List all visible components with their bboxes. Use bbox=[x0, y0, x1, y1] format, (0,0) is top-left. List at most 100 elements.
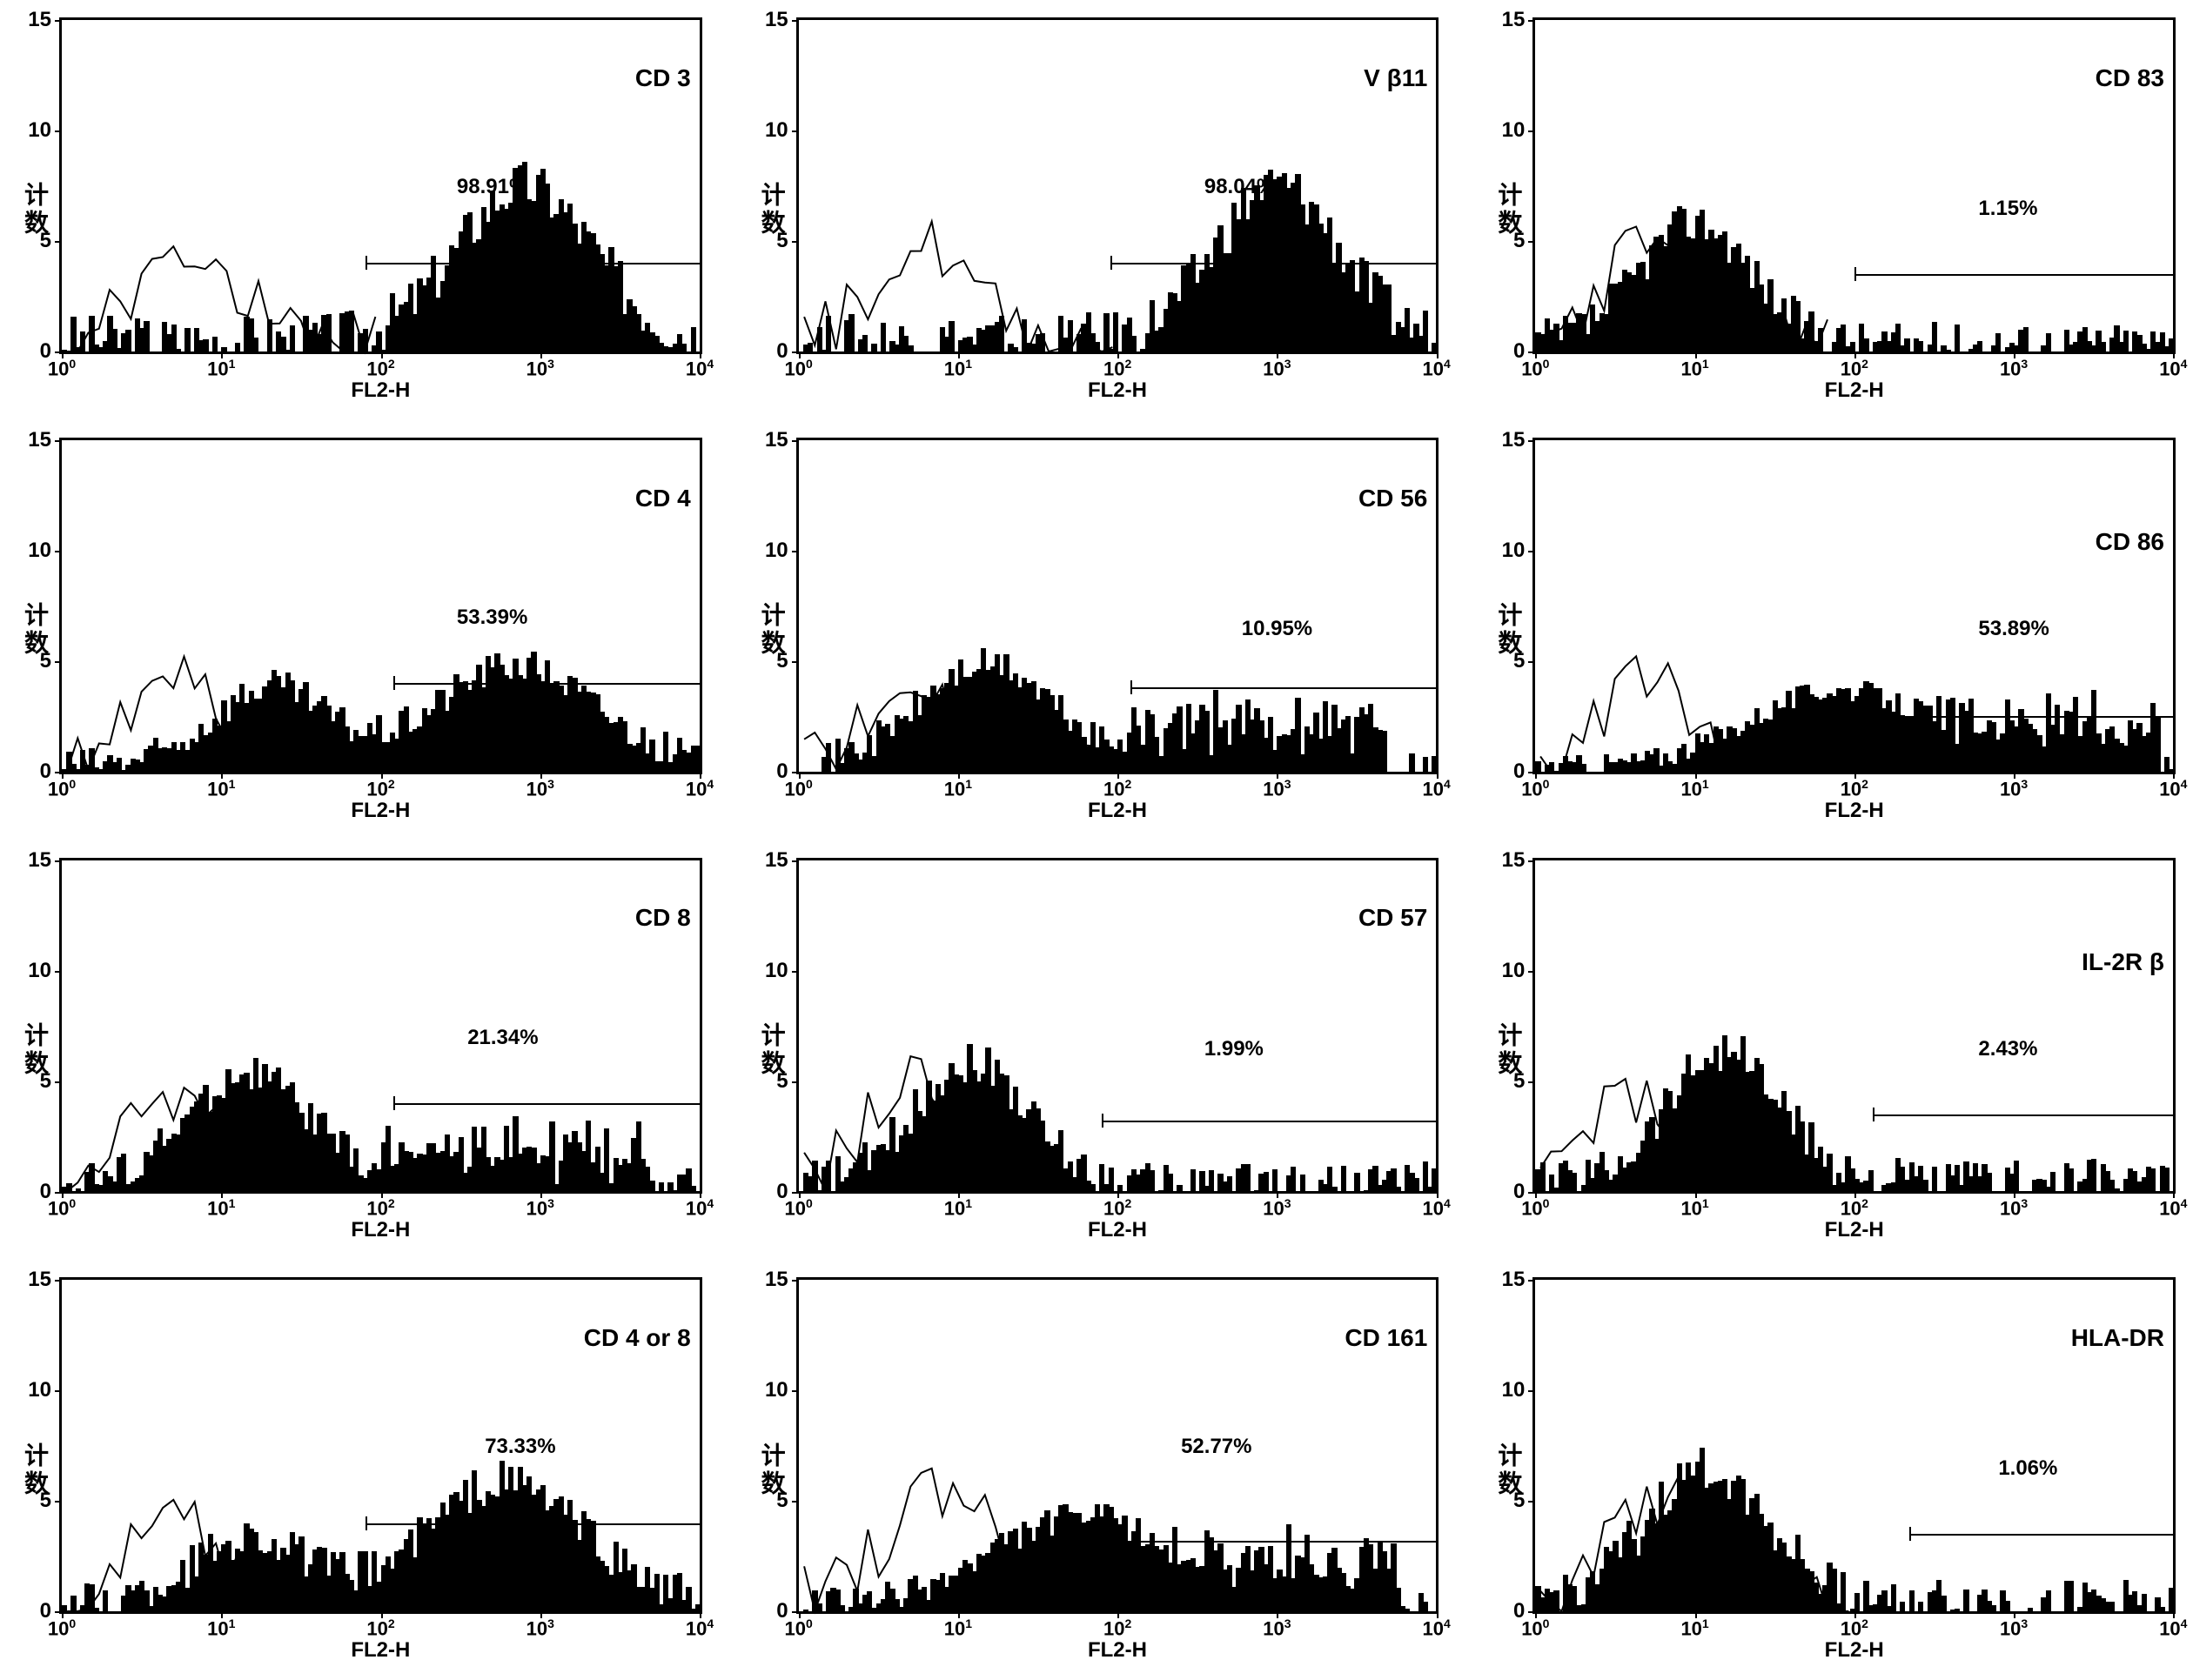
gate-marker-tick bbox=[1054, 1534, 1056, 1548]
x-tick-label: 104 bbox=[1423, 1196, 1451, 1220]
plot-area: 051015100101102103104CD 821.34% bbox=[59, 858, 702, 1195]
x-tick-label: 104 bbox=[2159, 1196, 2187, 1220]
x-axis-label: FL2-H bbox=[796, 1638, 1439, 1663]
x-tick-label: 101 bbox=[1680, 1196, 1708, 1220]
gate-marker-line bbox=[393, 683, 700, 685]
x-tick-label: 103 bbox=[2000, 357, 2028, 380]
control-outline bbox=[799, 20, 1437, 351]
marker-name-label: CD 56 bbox=[1358, 485, 1427, 512]
y-tick-label: 10 bbox=[28, 539, 51, 563]
y-tick-label: 15 bbox=[1502, 8, 1526, 32]
plot-area: 051015100101102103104IL-2R β2.43% bbox=[1532, 858, 2176, 1195]
x-axis-label: FL2-H bbox=[1532, 1638, 2176, 1663]
gate-marker-tick bbox=[1909, 1527, 1911, 1541]
x-tick-label: 100 bbox=[785, 357, 813, 380]
x-tick-label: 103 bbox=[1263, 1196, 1291, 1220]
x-axis-label: FL2-H bbox=[796, 799, 1439, 823]
x-tick-label: 100 bbox=[48, 777, 76, 800]
x-tick-label: 101 bbox=[944, 357, 972, 380]
gate-percent-label: 73.33% bbox=[485, 1435, 555, 1459]
y-tick-label: 15 bbox=[28, 428, 51, 452]
x-tick-label: 100 bbox=[1521, 357, 1549, 380]
gate-marker-tick bbox=[1854, 267, 1856, 281]
y-tick-label: 5 bbox=[40, 1489, 51, 1513]
y-tick-label: 10 bbox=[1502, 1378, 1526, 1402]
x-tick-label: 100 bbox=[48, 1616, 76, 1640]
gate-marker-tick bbox=[1437, 680, 1439, 694]
x-tick-label: 101 bbox=[944, 777, 972, 800]
x-tick-label: 104 bbox=[686, 1196, 714, 1220]
control-outline bbox=[62, 440, 700, 772]
x-tick-label: 104 bbox=[1423, 1616, 1451, 1640]
y-tick-label: 10 bbox=[765, 539, 788, 563]
control-outline bbox=[1535, 20, 2173, 351]
marker-name-label: CD 8 bbox=[635, 904, 691, 932]
plot-area: 051015100101102103104CD 453.39% bbox=[59, 438, 702, 774]
x-tick-label: 102 bbox=[1841, 777, 1868, 800]
x-tick-label: 104 bbox=[2159, 357, 2187, 380]
y-tick-label: 5 bbox=[776, 1069, 788, 1094]
y-tick-label: 15 bbox=[28, 848, 51, 873]
marker-name-label: CD 83 bbox=[2096, 64, 2164, 92]
x-axis-label: FL2-H bbox=[1532, 799, 2176, 823]
x-tick-label: 102 bbox=[1103, 1616, 1131, 1640]
marker-name-label: IL-2R β bbox=[2082, 948, 2164, 976]
gate-marker-tick bbox=[700, 676, 701, 690]
control-outline bbox=[799, 440, 1437, 772]
x-tick-label: 103 bbox=[526, 1196, 554, 1220]
gate-percent-label: 21.34% bbox=[467, 1026, 538, 1050]
gate-percent-label: 98.04% bbox=[1204, 175, 1275, 199]
gate-percent-label: 10.95% bbox=[1242, 617, 1312, 641]
gate-percent-label: 1.15% bbox=[1978, 197, 2037, 221]
gate-marker-tick bbox=[2173, 1108, 2175, 1121]
y-tick-label: 5 bbox=[1513, 1489, 1525, 1513]
x-tick-label: 100 bbox=[785, 1196, 813, 1220]
y-tick-label: 10 bbox=[765, 959, 788, 983]
gate-marker-tick bbox=[1437, 1534, 1439, 1548]
x-tick-label: 104 bbox=[1423, 777, 1451, 800]
x-tick-label: 101 bbox=[207, 357, 235, 380]
histogram-panel: 计数051015100101102103104CD 453.39%FL2-H bbox=[17, 438, 702, 823]
y-tick-label: 10 bbox=[28, 118, 51, 143]
marker-name-label: CD 161 bbox=[1345, 1324, 1427, 1352]
marker-name-label: CD 3 bbox=[635, 64, 691, 92]
gate-percent-label: 52.77% bbox=[1181, 1435, 1251, 1459]
gate-marker-tick bbox=[1437, 1114, 1439, 1128]
histogram-grid: 计数051015100101102103104CD 398.91%FL2-H计数… bbox=[17, 17, 2176, 1663]
x-tick-label: 100 bbox=[48, 357, 76, 380]
x-tick-label: 102 bbox=[1103, 1196, 1131, 1220]
gate-marker-tick bbox=[1110, 256, 1112, 270]
gate-percent-label: 1.06% bbox=[1998, 1456, 2057, 1481]
histogram-panel: 计数051015100101102103104CD 571.99%FL2-H bbox=[754, 858, 1439, 1243]
x-tick-label: 104 bbox=[1423, 357, 1451, 380]
gate-marker-tick bbox=[1437, 256, 1439, 270]
gate-percent-label: 53.89% bbox=[1978, 617, 2049, 641]
y-tick-label: 10 bbox=[1502, 959, 1526, 983]
y-tick-label: 10 bbox=[765, 1378, 788, 1402]
y-tick-label: 5 bbox=[1513, 229, 1525, 253]
x-tick-label: 102 bbox=[1841, 1616, 1868, 1640]
marker-name-label: CD 4 bbox=[635, 485, 691, 512]
x-tick-label: 101 bbox=[207, 777, 235, 800]
histogram-panel: 计数051015100101102103104V β1198.04%FL2-H bbox=[754, 17, 1439, 403]
gate-marker-tick bbox=[1102, 1114, 1103, 1128]
marker-name-label: V β11 bbox=[1364, 64, 1427, 92]
x-tick-label: 101 bbox=[944, 1196, 972, 1220]
x-axis-label: FL2-H bbox=[796, 1218, 1439, 1242]
y-tick-label: 5 bbox=[1513, 649, 1525, 673]
plot-area: 051015100101102103104HLA-DR1.06% bbox=[1532, 1277, 2176, 1614]
x-tick-label: 104 bbox=[686, 777, 714, 800]
plot-area: 051015100101102103104CD 4 or 873.33% bbox=[59, 1277, 702, 1614]
y-tick-label: 15 bbox=[1502, 428, 1526, 452]
y-tick-label: 10 bbox=[765, 118, 788, 143]
x-tick-label: 102 bbox=[1103, 777, 1131, 800]
x-tick-label: 100 bbox=[48, 1196, 76, 1220]
y-tick-label: 5 bbox=[40, 1069, 51, 1094]
x-tick-label: 103 bbox=[1263, 777, 1291, 800]
plot-area: 051015100101102103104V β1198.04% bbox=[796, 17, 1439, 354]
gate-percent-label: 98.91% bbox=[457, 175, 527, 199]
x-tick-label: 101 bbox=[1680, 357, 1708, 380]
gate-marker-line bbox=[1829, 716, 2173, 718]
x-tick-label: 102 bbox=[366, 1196, 394, 1220]
gate-marker-line bbox=[1102, 1121, 1436, 1122]
